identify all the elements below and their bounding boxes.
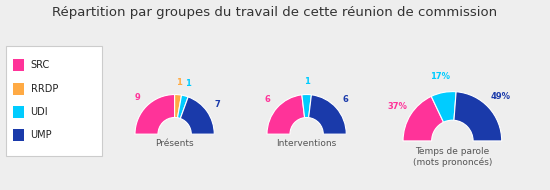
Wedge shape bbox=[135, 94, 175, 134]
Text: 1: 1 bbox=[304, 77, 310, 86]
Wedge shape bbox=[267, 95, 305, 134]
Text: UDI: UDI bbox=[31, 107, 48, 117]
Text: UMP: UMP bbox=[31, 130, 52, 140]
Text: 6: 6 bbox=[343, 95, 349, 104]
Wedge shape bbox=[431, 92, 456, 122]
Wedge shape bbox=[403, 96, 443, 141]
Wedge shape bbox=[302, 94, 311, 118]
Text: SRC: SRC bbox=[31, 60, 50, 70]
Text: Présents: Présents bbox=[155, 139, 194, 148]
Text: Temps de parole
(mots prononcés): Temps de parole (mots prononcés) bbox=[412, 147, 492, 167]
FancyBboxPatch shape bbox=[6, 46, 102, 156]
Bar bbox=[13, 129, 24, 141]
Wedge shape bbox=[178, 95, 188, 119]
Text: 9: 9 bbox=[135, 93, 140, 102]
Text: Interventions: Interventions bbox=[277, 139, 337, 148]
Text: 49%: 49% bbox=[490, 92, 510, 101]
Text: 1: 1 bbox=[176, 78, 182, 86]
Wedge shape bbox=[309, 95, 346, 134]
Wedge shape bbox=[180, 97, 214, 134]
Text: 6: 6 bbox=[265, 95, 271, 104]
Wedge shape bbox=[454, 92, 502, 141]
Bar bbox=[13, 106, 24, 118]
Text: RRDP: RRDP bbox=[31, 84, 58, 94]
Text: 7: 7 bbox=[214, 100, 221, 109]
Text: 17%: 17% bbox=[431, 72, 450, 81]
Text: 1: 1 bbox=[185, 79, 191, 88]
Text: 37%: 37% bbox=[387, 102, 408, 111]
Text: Répartition par groupes du travail de cette réunion de commission: Répartition par groupes du travail de ce… bbox=[52, 6, 498, 19]
Bar bbox=[13, 82, 24, 95]
Bar bbox=[13, 59, 24, 71]
Wedge shape bbox=[175, 94, 182, 118]
